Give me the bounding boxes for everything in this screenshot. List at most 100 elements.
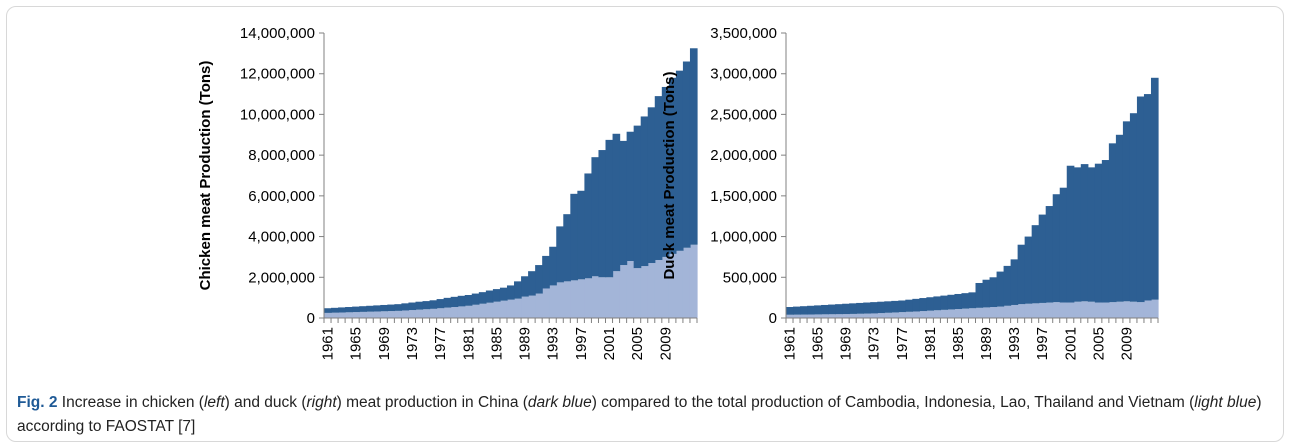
area-segment [661, 256, 670, 318]
area-segment [884, 312, 892, 318]
area-segment [640, 266, 649, 318]
area-segment [1150, 299, 1159, 318]
area-segment [338, 312, 346, 318]
area-segment [506, 285, 515, 300]
area-segment [989, 277, 998, 308]
area-segment [457, 306, 466, 318]
x-tick-label: 1993 [545, 327, 562, 360]
x-tick-label: 1981 [922, 327, 939, 360]
x-tick-label: 1965 [348, 327, 365, 360]
area-segment [401, 310, 410, 318]
area-segment [814, 305, 822, 315]
x-tick-label: 1969 [838, 327, 855, 360]
area-segment [549, 246, 557, 286]
y-tick-label: 1,000,000 [710, 229, 777, 246]
area-segment [940, 309, 949, 318]
area-segment [1066, 165, 1075, 303]
area-segment [961, 293, 970, 309]
y-tick-label: 0 [307, 310, 315, 327]
area-segment [542, 288, 550, 318]
caption-text-1: Increase in chicken ( [57, 394, 204, 411]
y-tick-label: 14,000,000 [240, 25, 315, 42]
x-tick-label: 1997 [1034, 327, 1051, 360]
area-segment [1136, 302, 1145, 318]
x-tick-label: 1961 [782, 327, 799, 360]
area-segment [633, 268, 642, 319]
area-segment [1087, 301, 1096, 318]
area-segment [394, 310, 403, 319]
area-segment [891, 300, 899, 313]
area-segment [954, 293, 963, 310]
area-segment [345, 307, 353, 313]
caption-emph-light-blue: light blue [1194, 394, 1257, 411]
area-segment [807, 314, 815, 318]
area-segment [626, 131, 635, 261]
area-segment [933, 310, 942, 318]
area-segment [689, 48, 698, 245]
area-segment [898, 312, 906, 318]
area-segment [1101, 160, 1110, 303]
area-segment [1108, 143, 1117, 303]
area-segment [1038, 214, 1047, 303]
area-segment [863, 302, 871, 314]
area-segment [373, 305, 381, 312]
area-segment [528, 271, 536, 296]
area-segment [884, 301, 892, 313]
area-segment [919, 298, 927, 312]
caption-text-2: ) and duck ( [224, 394, 307, 411]
x-tick-label: 1977 [894, 327, 911, 360]
y-tick-label: 500,000 [723, 269, 777, 286]
area-segment [905, 311, 913, 318]
area-segment [654, 96, 663, 260]
area-segment [1087, 167, 1096, 302]
area-segment [485, 302, 494, 318]
area-segment [1010, 304, 1019, 318]
x-tick-label: 1973 [404, 327, 421, 360]
figure-caption: Fig. 2 Increase in chicken (left) and du… [17, 391, 1279, 439]
area-segment [422, 309, 431, 318]
area-segment [856, 302, 864, 314]
area-segment [1031, 225, 1040, 304]
area-segment [668, 77, 677, 254]
area-segment [380, 311, 388, 318]
area-segment [612, 133, 621, 272]
area-segment [919, 311, 927, 318]
area-segment [521, 276, 529, 297]
area-segment [989, 307, 998, 318]
series-0 [786, 299, 1159, 318]
area-segment [478, 303, 487, 318]
area-segment [633, 125, 642, 269]
area-segment [793, 314, 801, 318]
area-segment [1143, 300, 1152, 318]
area-segment [485, 290, 494, 303]
area-segment [821, 314, 829, 318]
area-segment [415, 309, 424, 318]
area-segment [584, 278, 593, 318]
x-tick-label: 2001 [601, 327, 618, 360]
area-segment [436, 299, 445, 309]
x-tick-label: 1977 [432, 327, 449, 360]
area-segment [947, 294, 956, 310]
area-segment [408, 302, 417, 311]
series-0 [324, 244, 698, 319]
area-segment [577, 279, 585, 318]
area-segment [968, 308, 977, 318]
area-segment [542, 255, 550, 289]
y-tick-label: 2,500,000 [710, 106, 777, 123]
series-1 [324, 48, 698, 313]
area-segment [668, 253, 677, 319]
area-segment [464, 305, 473, 318]
area-segment [1115, 134, 1124, 302]
area-segment [1129, 113, 1138, 302]
area-segment [821, 304, 829, 315]
area-segment [1045, 302, 1054, 318]
area-segment [556, 282, 564, 319]
x-tick-label: 1961 [320, 327, 337, 360]
area-segment [661, 86, 670, 257]
area-segment [352, 306, 360, 313]
area-segment [1066, 302, 1075, 318]
area-segment [450, 296, 459, 308]
y-tick-label: 10,000,000 [240, 106, 315, 123]
area-segment [619, 140, 628, 266]
area-segment [471, 304, 480, 318]
